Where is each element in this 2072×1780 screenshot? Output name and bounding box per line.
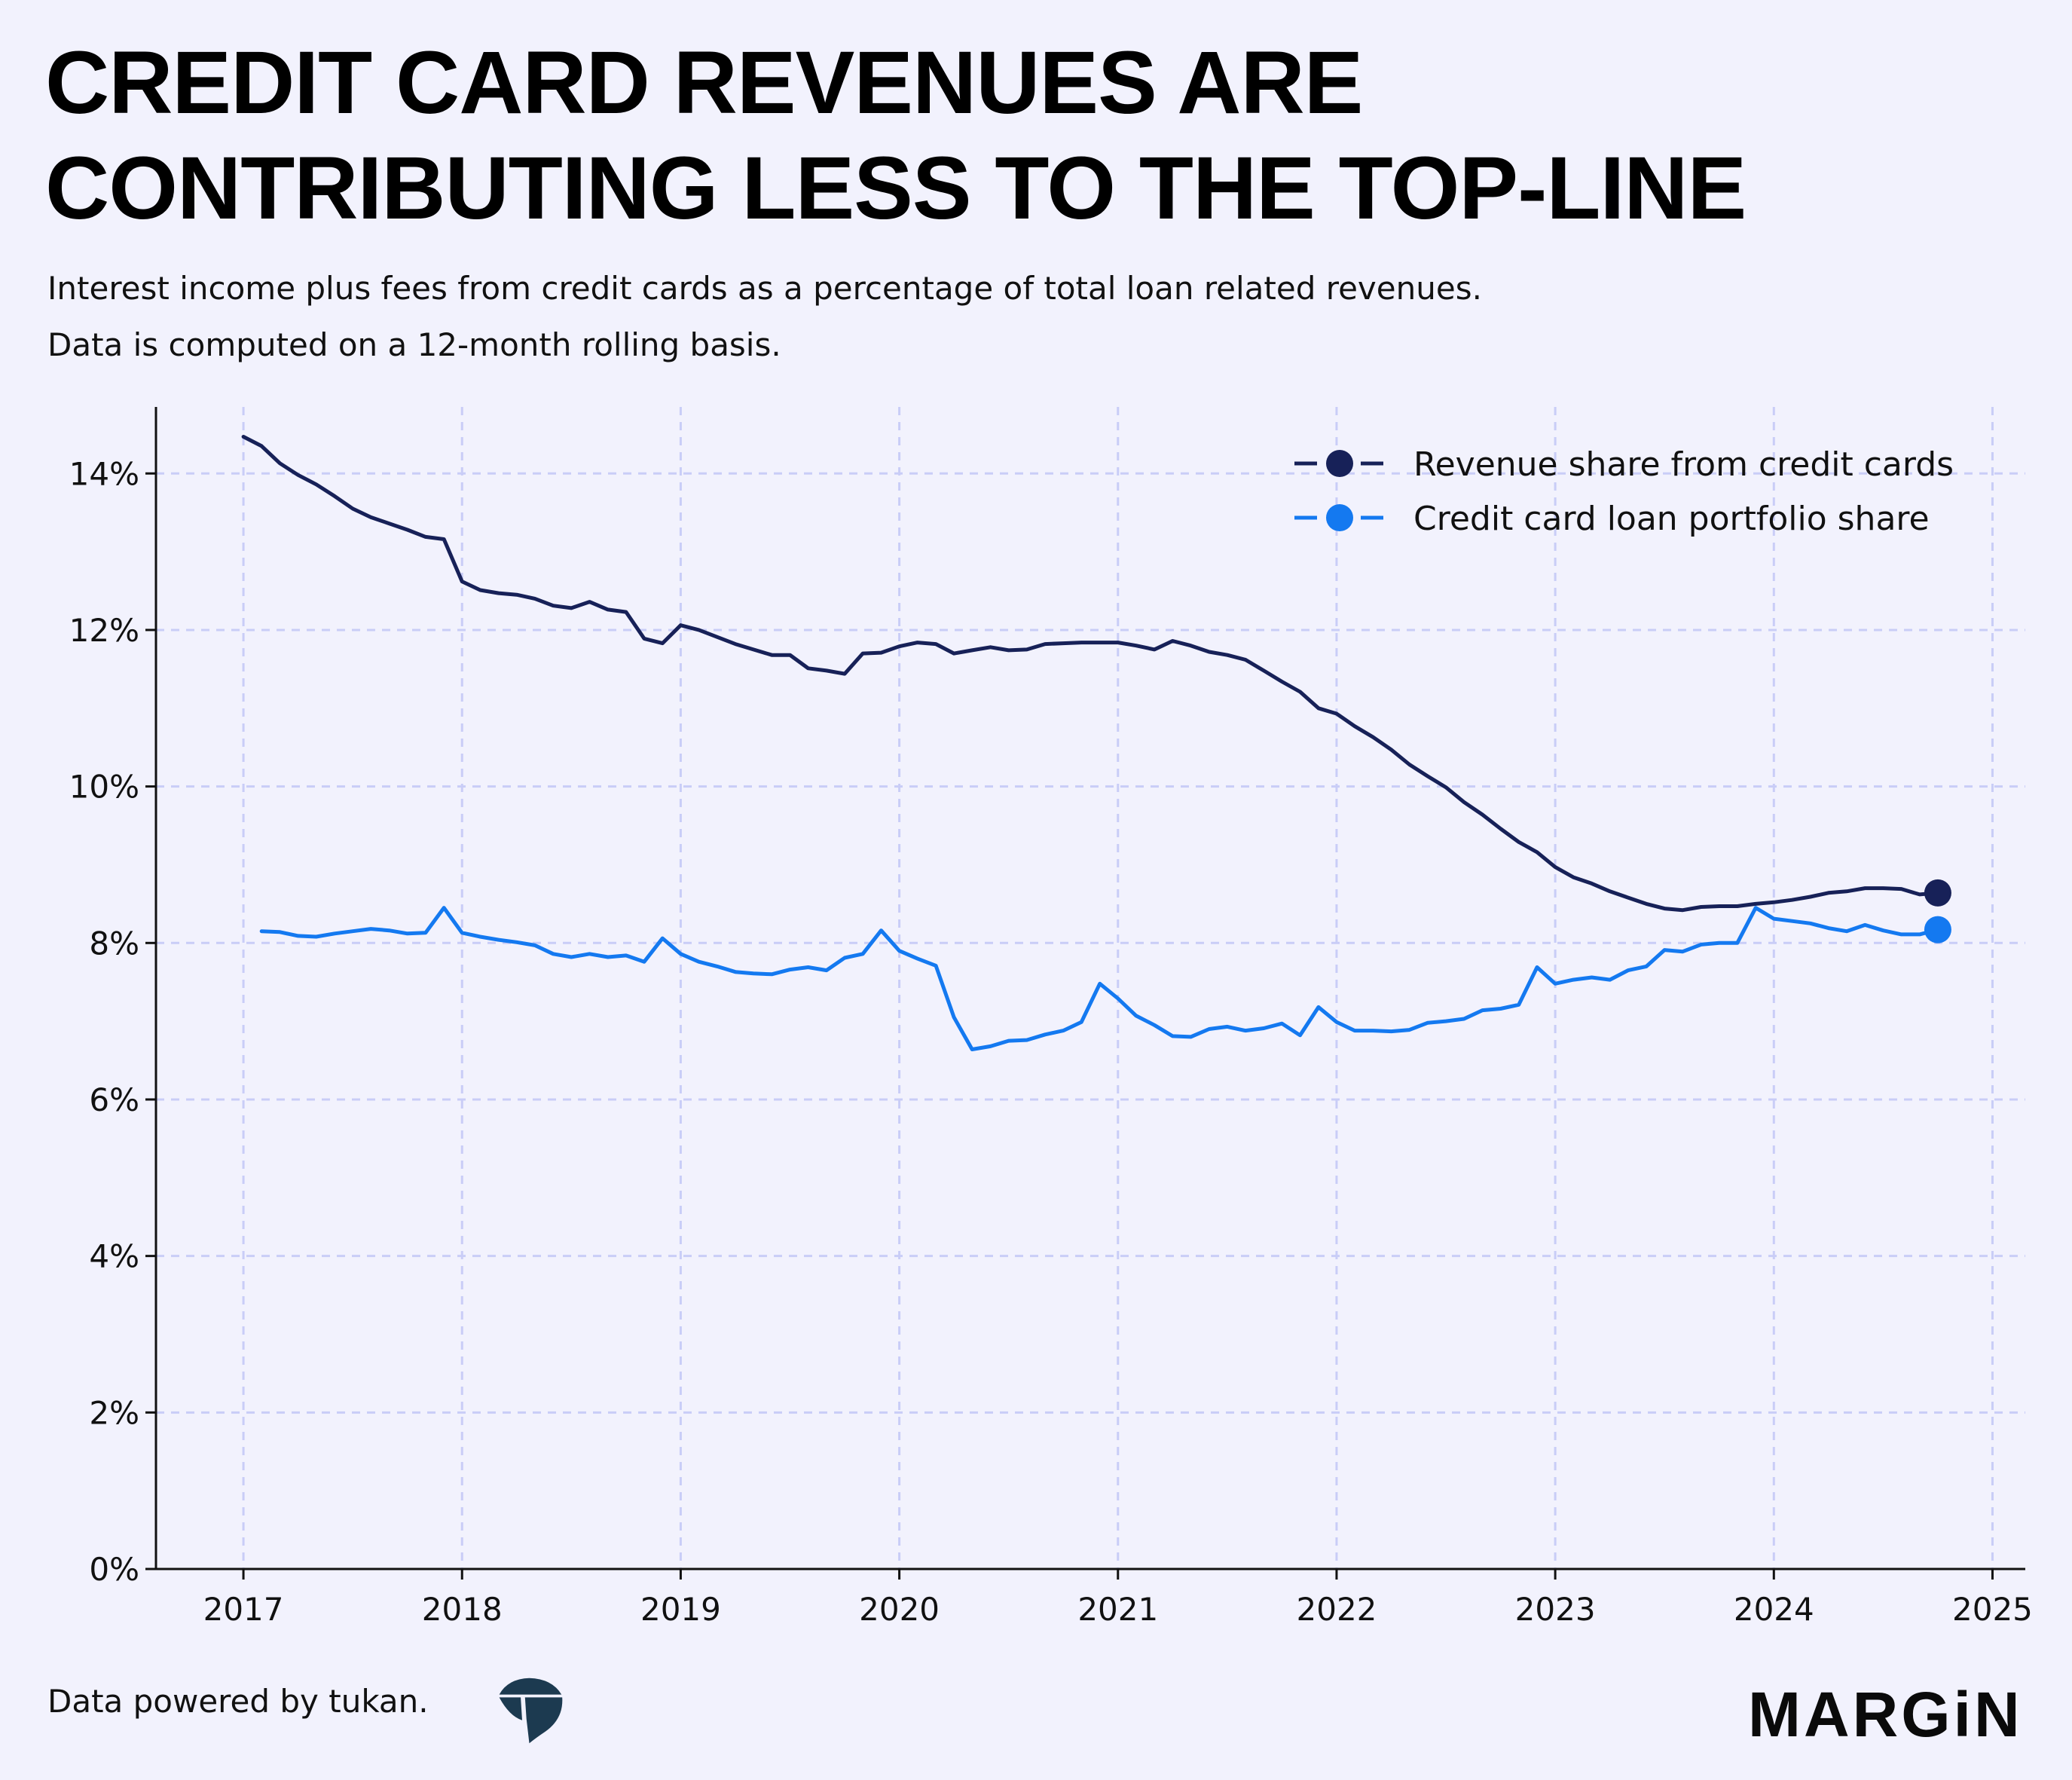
y-tick-label: 2% (89, 1394, 139, 1431)
y-tick-label: 10% (69, 769, 139, 806)
series-end-marker-1 (1924, 879, 1951, 907)
series (241, 435, 1951, 1051)
x-tick-label: 2023 (1515, 1591, 1596, 1628)
legend: Revenue share from credit cards Credit ca… (1294, 445, 1954, 538)
x-tick-label: 2022 (1297, 1591, 1377, 1628)
series-end-marker-2 (1924, 916, 1951, 944)
chart-subtitle-line-1: Interest income plus fees from credit ca… (47, 270, 1482, 307)
chart-title-line-1: CREDIT CARD REVENUES ARE (45, 33, 1363, 133)
margin-brand-logo: MARGiN (1748, 1679, 2023, 1750)
legend-marker-2 (1326, 504, 1353, 531)
x-tick-label: 2021 (1077, 1591, 1158, 1628)
grid (156, 407, 2025, 1569)
x-tick-label: 2025 (1952, 1591, 2033, 1628)
series-line-1 (241, 435, 1940, 913)
chart-title: CREDIT CARD REVENUES ARE CONTRIBUTING LE… (45, 30, 2004, 241)
chart-subtitle-line-2: Data is computed on a 12-month rolling b… (47, 326, 781, 363)
legend-label-1: Revenue share from credit cards (1413, 445, 1954, 484)
y-tick-label: 4% (89, 1238, 139, 1275)
x-tick-label: 2020 (859, 1591, 940, 1628)
y-tick-label: 6% (89, 1081, 139, 1118)
x-tick-label: 2017 (203, 1591, 284, 1628)
legend-marker-1 (1326, 450, 1353, 477)
legend-label-2: Credit card loan portfolio share (1413, 500, 1930, 538)
x-tick-label: 2024 (1734, 1591, 1814, 1628)
axes: 0% 2% 4% 6% 8% 10% 12% 14% 2017 2018 2019 2020 2021 2… (69, 407, 2033, 1628)
chart-subtitle: Interest income plus fees from credit ca… (47, 260, 2006, 373)
data-source-text: Data powered by tukan. (47, 1683, 429, 1720)
series-line-2 (259, 906, 1940, 1051)
y-tick-label: 8% (89, 925, 139, 962)
x-tick-label: 2019 (640, 1591, 721, 1628)
x-tick-label: 2018 (422, 1591, 503, 1628)
y-tick-label: 14% (69, 455, 139, 492)
y-tick-label: 0% (89, 1551, 139, 1588)
y-tick-label: 12% (69, 612, 139, 649)
chart-title-line-2: CONTRIBUTING LESS TO THE TOP-LINE (45, 139, 1747, 238)
tukan-bird-icon (499, 1678, 563, 1744)
